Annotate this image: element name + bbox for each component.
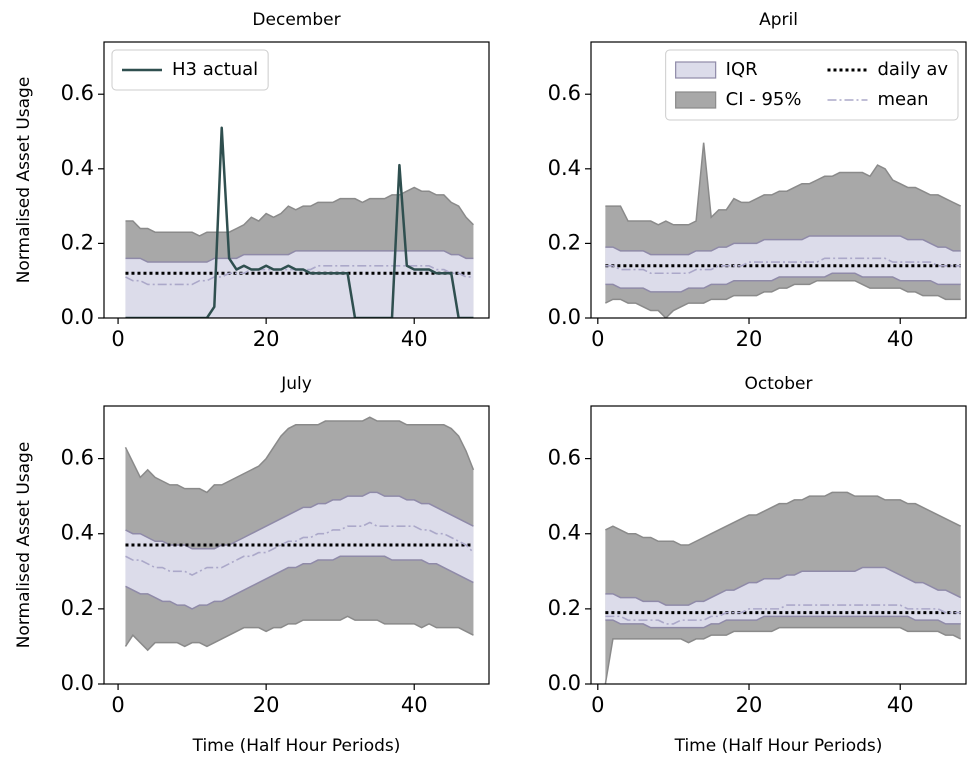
y-tick-label: 0.4 [548, 521, 581, 545]
band-lower-edge [605, 279, 961, 318]
band-upper-edge [125, 186, 474, 237]
band-lower-edge [605, 615, 961, 629]
x-tick-label: 0 [111, 327, 124, 351]
legend-box [111, 49, 269, 91]
axes-frame [103, 405, 490, 685]
subplot-title: December [252, 10, 340, 30]
mean-line [125, 521, 475, 576]
legend-label: mean [877, 89, 928, 110]
band-upper-edge [605, 491, 962, 546]
y-tick-label: 0.2 [548, 596, 581, 620]
band-upper-edge [125, 491, 474, 550]
legend: IQR CI - 95% daily av mean [665, 49, 959, 121]
x-axis-label: Time (Half Hour Periods) [192, 736, 401, 756]
legend-label: daily av [877, 59, 948, 80]
band-lower-edge [125, 555, 474, 610]
y-tick-label: 0.2 [61, 596, 94, 620]
band-area [125, 250, 474, 318]
y-tick-label: 0.4 [548, 156, 581, 180]
plot-area [604, 491, 962, 684]
y-tick-label: 0.6 [61, 81, 94, 105]
y-tick-label: 0.0 [548, 305, 581, 329]
x-tick-label: 20 [736, 327, 763, 351]
y-axis-label: Normalised Asset Usage [14, 442, 34, 649]
legend-swatch [675, 61, 717, 79]
plot-area [124, 416, 475, 652]
band-upper-edge [124, 416, 475, 494]
mean-line [605, 257, 961, 275]
y-tick-label: 0.6 [61, 446, 94, 470]
x-tick-label: 20 [736, 693, 763, 717]
x-tick-label: 20 [253, 327, 280, 351]
legend-label: CI - 95% [726, 89, 802, 110]
band-upper-edge [605, 566, 962, 606]
y-tick-label: 0.0 [548, 671, 581, 695]
x-tick-label: 0 [111, 693, 124, 717]
band-upper-edge [125, 250, 474, 263]
y-axis-label: Normalised Asset Usage [14, 77, 34, 284]
x-tick-label: 20 [253, 693, 280, 717]
x-axis-label: Time (Half Hour Periods) [674, 736, 883, 756]
band-upper-edge [605, 142, 962, 226]
subplot-title: April [759, 10, 798, 30]
y-tick-label: 0.2 [548, 230, 581, 254]
band-lower-edge [605, 272, 961, 293]
x-tick-label: 40 [887, 693, 914, 717]
band-area [605, 235, 961, 292]
band-area [125, 492, 474, 609]
y-tick-label: 0.4 [61, 521, 94, 545]
band-lower-edge [124, 615, 474, 652]
y-tick-label: 0.6 [548, 81, 581, 105]
x-tick-label: 40 [401, 327, 428, 351]
subplot-title: October [744, 374, 812, 394]
band-upper-edge [605, 235, 961, 256]
x-tick-label: 0 [591, 693, 604, 717]
y-tick-label: 0.0 [61, 305, 94, 329]
y-tick-label: 0.0 [61, 671, 94, 695]
axes-frame [590, 41, 967, 319]
legend-label: H3 actual [172, 59, 258, 80]
subplot-title: July [280, 374, 312, 394]
x-tick-label: 40 [887, 327, 914, 351]
plot-area [125, 126, 474, 318]
mean-line [605, 604, 961, 625]
legend-box [665, 49, 959, 121]
axes-frame [103, 41, 490, 319]
y-tick-label: 0.6 [548, 446, 581, 470]
x-tick-label: 0 [591, 327, 604, 351]
legend-swatch [675, 91, 717, 109]
plot-area [605, 142, 962, 318]
legend: H3 actual [111, 49, 269, 91]
x-tick-label: 40 [401, 693, 428, 717]
axes-frame [590, 405, 967, 685]
mean-line [125, 264, 474, 286]
y-tick-label: 0.4 [61, 156, 94, 180]
actual-line [125, 126, 474, 318]
band-lower-edge [604, 626, 962, 684]
y-tick-label: 0.2 [61, 230, 94, 254]
legend-label: IQR [726, 59, 758, 80]
